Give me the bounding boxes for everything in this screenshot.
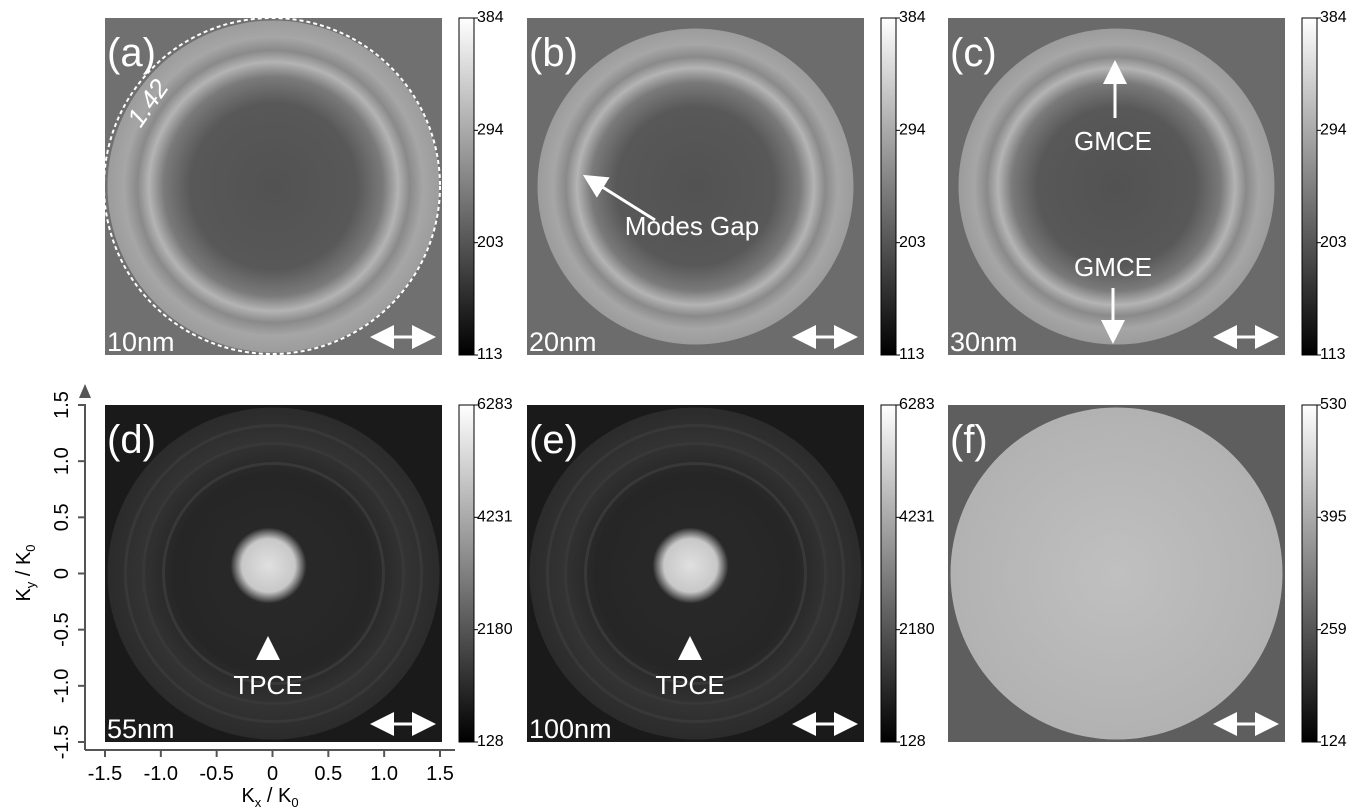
annotation: Modes Gap	[625, 211, 759, 241]
y-axis-arrow	[79, 384, 91, 398]
colorbar	[459, 405, 474, 742]
panel-label: (d)	[107, 418, 156, 462]
colorbar-tick-label: 203	[899, 234, 926, 251]
t: K	[241, 785, 255, 807]
colorbar-tick-label: 2180	[899, 621, 935, 638]
colorbar-tick-label: 395	[1320, 509, 1347, 526]
y-tick-label: 1.0	[51, 447, 73, 475]
colorbar-tick-label: 294	[1320, 122, 1347, 139]
colorbar-tick-label: 113	[477, 346, 503, 363]
colorbar-tick-label: 6283	[477, 396, 513, 413]
x-tick-label: 0	[267, 763, 278, 785]
colorbar-tick-label: 384	[1320, 9, 1347, 26]
colorbar-tick-label: 2180	[477, 621, 513, 638]
colorbar-tick-label: 128	[477, 733, 504, 750]
x-tick-label: -1.0	[144, 763, 178, 785]
colorbar-tick-label: 113	[899, 346, 925, 363]
colorbar-tick-label: 530	[1320, 396, 1347, 413]
y-tick-label: 1.5	[51, 391, 73, 419]
colorbar-tick-label: 6283	[899, 396, 935, 413]
panel: (a) 10nm 384 294 203 113	[105, 9, 504, 363]
annotation: TPCE	[233, 670, 302, 700]
thickness-label: 10nm	[107, 327, 175, 357]
panel: (b) 20nm 384 294 203 113	[527, 9, 926, 363]
colorbar-tick-label: 294	[477, 122, 504, 139]
colorbar-tick-label: 384	[477, 9, 504, 26]
thickness-label: 20nm	[529, 327, 597, 357]
panel-label: (f)	[950, 418, 988, 462]
panel: (c) 30nm 384 294 203 113	[948, 9, 1347, 363]
x-tick-label: 1.0	[370, 763, 398, 785]
colorbar	[881, 405, 896, 742]
colorbar	[881, 18, 896, 355]
colorbar	[1302, 18, 1317, 355]
annotation: TPCE	[655, 670, 724, 700]
colorbar-tick-label: 203	[1320, 234, 1347, 251]
panel-label: (b)	[529, 31, 578, 75]
x-tick-label: 1.5	[426, 763, 454, 785]
panel: (e) 100nm 6283 4231 2180 128	[527, 396, 935, 750]
panel-label: (a)	[107, 31, 156, 75]
disk	[108, 21, 440, 353]
annotation: GMCE	[1074, 252, 1152, 282]
disk	[538, 29, 854, 345]
colorbar-tick-label: 294	[899, 122, 926, 139]
t: 0	[291, 795, 298, 810]
colorbar	[1302, 405, 1317, 742]
panel: (f) 530 395 259 124	[948, 396, 1347, 750]
thickness-label: 30nm	[950, 327, 1018, 357]
y-tick-label: -0.5	[51, 612, 73, 646]
colorbar-tick-label: 384	[899, 9, 926, 26]
colorbar-tick-label: 124	[1320, 733, 1347, 750]
y-tick-label: -1.5	[51, 725, 73, 759]
x-tick-label: 0.5	[314, 763, 342, 785]
colorbar-tick-label: 4231	[477, 509, 513, 526]
x-tick-label: -1.5	[88, 763, 122, 785]
t: K	[13, 588, 35, 602]
panel-label: (c)	[950, 31, 997, 75]
spot	[231, 528, 307, 604]
colorbar-tick-label: 259	[1320, 621, 1347, 638]
y-tick-label: 0	[51, 568, 73, 579]
thickness-label: 100nm	[529, 714, 612, 744]
t: / K	[13, 551, 35, 582]
panel: (d) 55nm 6283 4231 2180 128	[105, 396, 513, 750]
figure: (a)10nm384294203113(b)20nm384294203113(c…	[0, 0, 1359, 810]
x-tick-label: -0.5	[199, 763, 233, 785]
annotation: GMCE	[1074, 126, 1152, 156]
colorbar-tick-label: 203	[477, 234, 504, 251]
y-axis-title: Ky / K0	[13, 544, 38, 601]
thickness-label: 55nm	[107, 714, 175, 744]
colorbar-tick-label: 4231	[899, 509, 935, 526]
y-tick-label: 0.5	[51, 503, 73, 531]
panels: (a)10nm384294203113(b)20nm384294203113(c…	[105, 9, 1347, 750]
t: 0	[23, 544, 38, 551]
x-axis-title: Kx / K0	[241, 785, 298, 810]
colorbar-tick-label: 113	[1320, 346, 1346, 363]
y-tick-label: -1.0	[51, 669, 73, 703]
panel-label: (e)	[529, 418, 578, 462]
t: / K	[261, 785, 292, 807]
spot	[653, 528, 729, 604]
colorbar	[459, 18, 474, 355]
disk	[951, 408, 1283, 740]
colorbar-tick-label: 128	[899, 733, 926, 750]
